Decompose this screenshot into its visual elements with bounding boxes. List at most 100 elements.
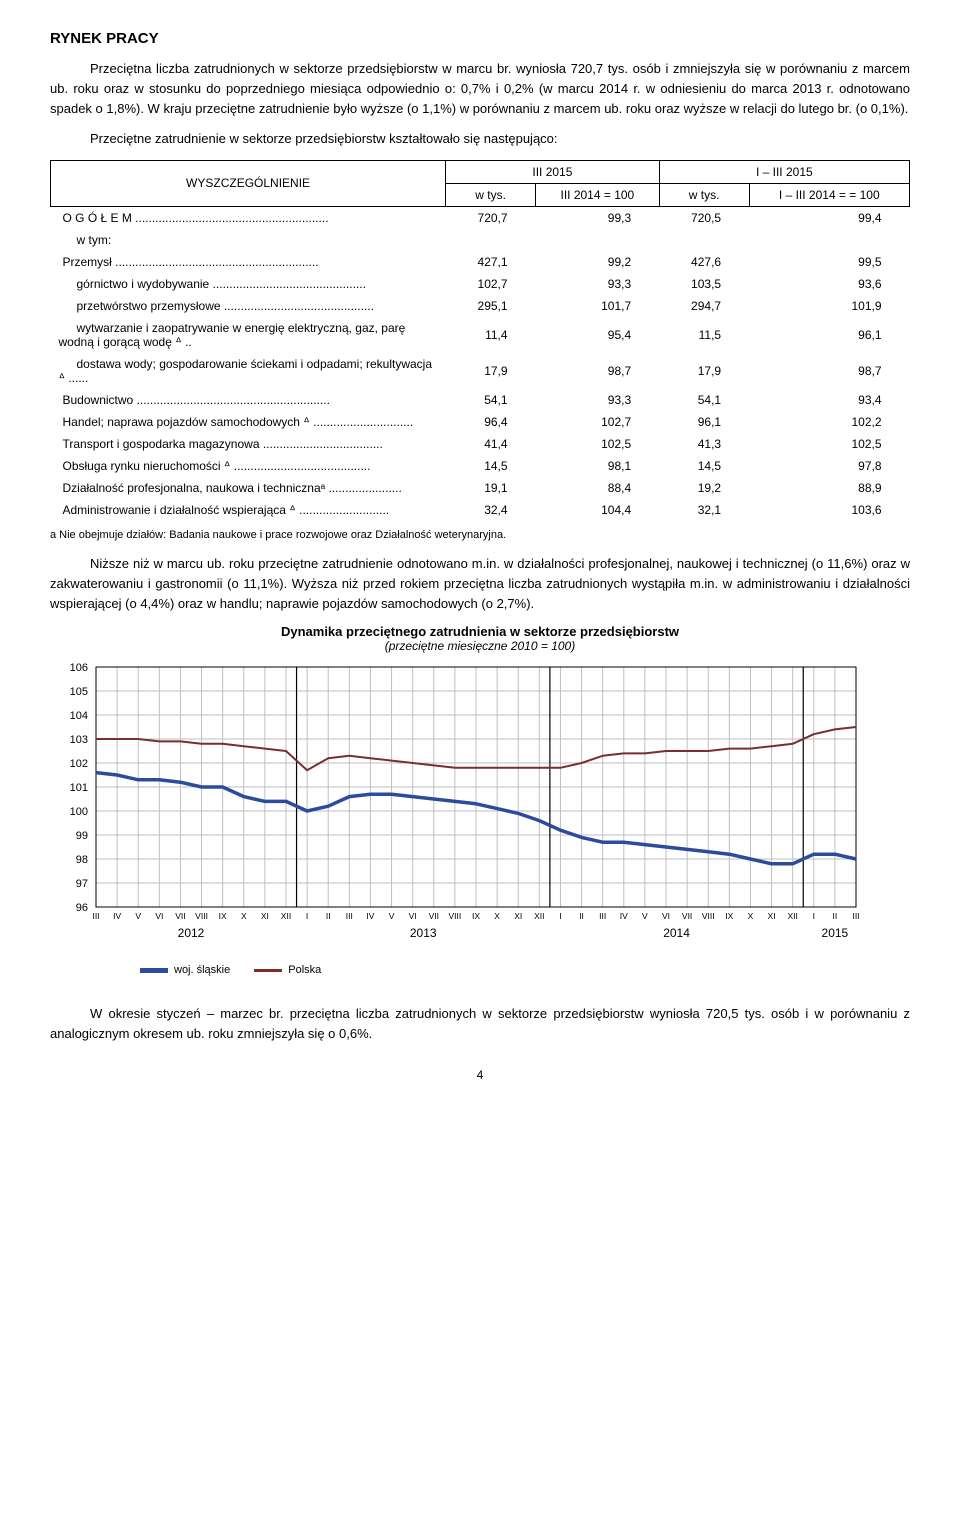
table-cell: 720,7 [446,206,536,229]
table-cell [446,229,536,251]
svg-text:III: III [599,911,606,921]
table-cell: 102,5 [749,433,909,455]
svg-text:III: III [346,911,353,921]
table-cell: 41,4 [446,433,536,455]
table-cell: 54,1 [659,389,749,411]
svg-text:XI: XI [768,911,776,921]
svg-text:VIII: VIII [702,911,715,921]
table-cell: 93,4 [749,389,909,411]
svg-text:106: 106 [70,662,88,674]
svg-text:2014: 2014 [663,926,690,940]
table-row-label: przetwórstwo przemysłowe ...............… [51,295,446,317]
table-cell: 11,5 [659,317,749,353]
svg-text:VII: VII [175,911,185,921]
svg-text:101: 101 [70,782,88,794]
svg-text:IX: IX [472,911,480,921]
svg-text:2012: 2012 [178,926,205,940]
svg-text:XI: XI [514,911,522,921]
table-row-label: Transport i gospodarka magazynowa ......… [51,433,446,455]
table-row-label: Obsługa rynku nieruchomości ᐞ ..........… [51,455,446,477]
table-cell [659,229,749,251]
table-cell: 99,4 [749,206,909,229]
svg-text:II: II [833,911,838,921]
table-row-label: w tym: [51,229,446,251]
table-row-label: Przemysł ...............................… [51,251,446,273]
table-cell: 11,4 [446,317,536,353]
svg-text:IX: IX [725,911,733,921]
table-cell: 88,4 [536,477,660,499]
table-cell: 101,9 [749,295,909,317]
col-sub-4: I – III 2014 = = 100 [749,183,909,206]
svg-text:I: I [813,911,815,921]
svg-text:XI: XI [261,911,269,921]
paragraph-2: Przeciętne zatrudnienie w sektorze przed… [50,129,910,149]
table-cell: 427,6 [659,251,749,273]
svg-text:IV: IV [366,911,374,921]
table-cell: 32,4 [446,499,536,521]
svg-text:I: I [306,911,308,921]
svg-text:V: V [389,911,395,921]
table-row-label: Handel; naprawa pojazdów samochodowych ᐞ… [51,411,446,433]
table-cell: 104,4 [536,499,660,521]
table-cell: 98,7 [749,353,909,389]
table-cell: 102,2 [749,411,909,433]
legend-item: woj. śląskie [140,964,230,976]
col-sub-2: III 2014 = 100 [536,183,660,206]
svg-text:96: 96 [76,902,88,914]
table-cell [536,229,660,251]
table-cell: 14,5 [659,455,749,477]
table-cell: 102,7 [536,411,660,433]
svg-text:VII: VII [429,911,439,921]
table-row-label: dostawa wody; gospodarowanie ściekami i … [51,353,446,389]
table-cell: 101,7 [536,295,660,317]
svg-text:2015: 2015 [822,926,849,940]
section-title: RYNEK PRACY [50,30,910,47]
svg-text:IX: IX [219,911,227,921]
table-cell: 295,1 [446,295,536,317]
col-group-2: I – III 2015 [659,160,909,183]
svg-text:99: 99 [76,830,88,842]
svg-text:97: 97 [76,878,88,890]
svg-text:103: 103 [70,734,88,746]
table-cell: 17,9 [446,353,536,389]
table-cell: 720,5 [659,206,749,229]
col-head: WYSZCZEGÓLNIENIE [51,160,446,206]
svg-text:VI: VI [409,911,417,921]
col-sub-1: w tys. [446,183,536,206]
svg-text:102: 102 [70,758,88,770]
legend-item: Polska [254,964,321,976]
svg-text:III: III [852,911,859,921]
svg-text:X: X [748,911,754,921]
svg-text:98: 98 [76,854,88,866]
table-cell: 294,7 [659,295,749,317]
table-cell: 98,1 [536,455,660,477]
table-cell: 14,5 [446,455,536,477]
table-cell: 93,6 [749,273,909,295]
svg-text:XII: XII [787,911,797,921]
table-cell: 95,4 [536,317,660,353]
table-cell: 99,5 [749,251,909,273]
table-cell: 88,9 [749,477,909,499]
table-footnote: a Nie obejmuje działów: Badania naukowe … [50,527,910,544]
svg-text:2013: 2013 [410,926,437,940]
table-cell [749,229,909,251]
paragraph-3: Niższe niż w marcu ub. roku przeciętne z… [50,554,910,614]
svg-text:105: 105 [70,686,88,698]
employment-table: WYSZCZEGÓLNIENIE III 2015 I – III 2015 w… [50,160,910,521]
svg-text:X: X [241,911,247,921]
paragraph-4: W okresie styczeń – marzec br. przeciętn… [50,1004,910,1044]
svg-text:XII: XII [534,911,544,921]
svg-text:V: V [642,911,648,921]
table-row-label: Administrowanie i działalność wspierając… [51,499,446,521]
table-cell: 102,7 [446,273,536,295]
table-cell: 41,3 [659,433,749,455]
svg-text:IV: IV [113,911,121,921]
table-row-label: wytwarzanie i zaopatrywanie w energię el… [51,317,446,353]
chart-title: Dynamika przeciętnego zatrudnienia w sek… [50,624,910,639]
svg-text:II: II [326,911,331,921]
table-cell: 98,7 [536,353,660,389]
table-row-label: Budownictwo ............................… [51,389,446,411]
col-group-1: III 2015 [446,160,660,183]
page-number: 4 [50,1068,910,1082]
svg-text:VIII: VIII [449,911,462,921]
